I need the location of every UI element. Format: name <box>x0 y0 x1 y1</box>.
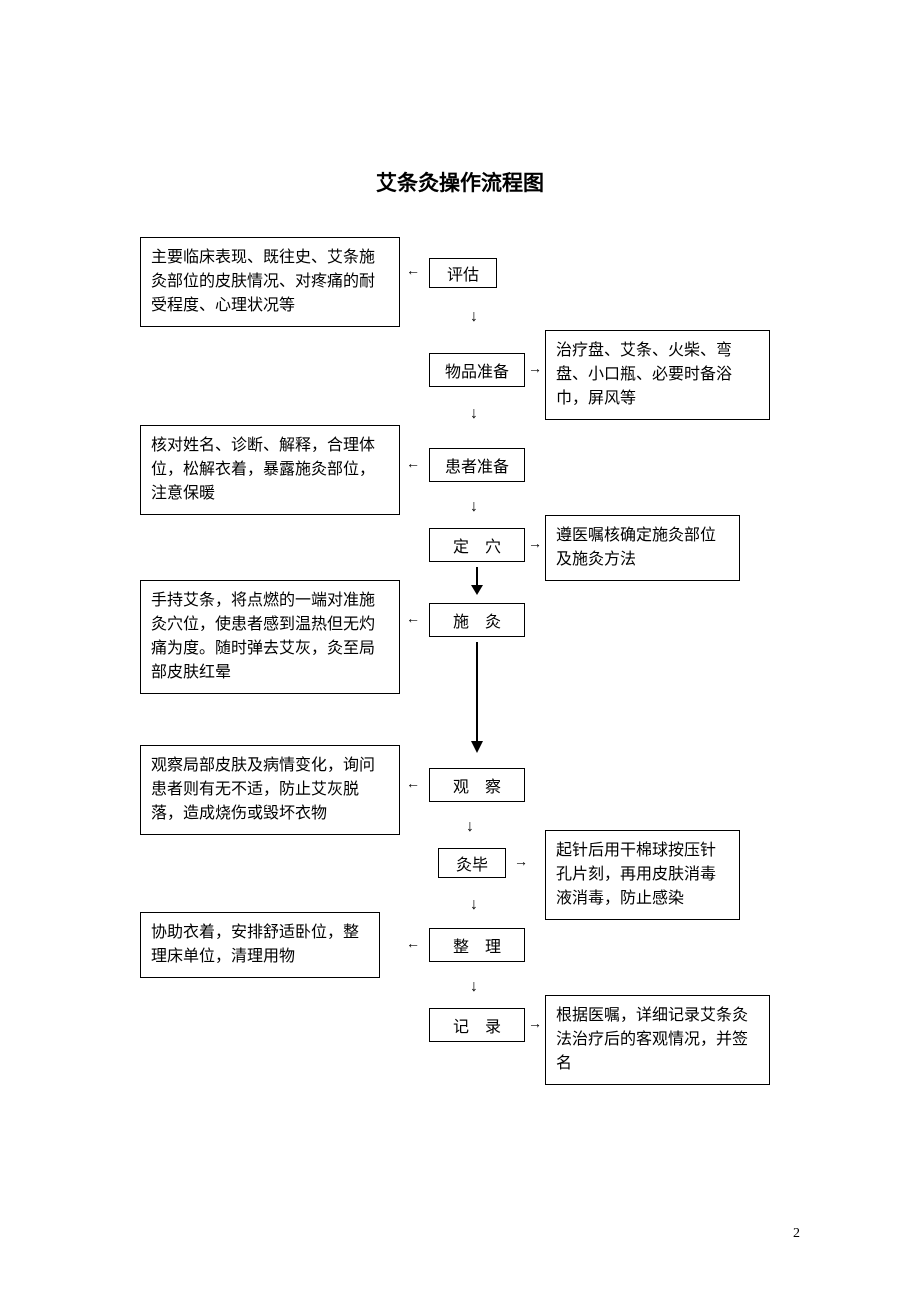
side-arrow-n6-a6: ← <box>406 777 420 793</box>
flow-arrow-n7-n8: ↓ <box>470 896 478 914</box>
flow-arrow-n1-n2: ↓ <box>470 308 478 326</box>
annotation-a8: 协助衣着，安排舒适卧位，整理床单位，清理用物 <box>140 912 380 978</box>
annotation-a9: 根据医嘱，详细记录艾条灸法治疗后的客观情况，并签名 <box>545 995 770 1085</box>
annotation-a3: 核对姓名、诊断、解释，合理体位，松解衣着，暴露施灸部位，注意保暖 <box>140 425 400 515</box>
side-arrow-n3-a3: ← <box>406 457 420 473</box>
annotation-a7: 起针后用干棉球按压针孔片刻，再用皮肤消毒液消毒，防止感染 <box>545 830 740 920</box>
annotation-a1: 主要临床表现、既往史、艾条施灸部位的皮肤情况、对疼痛的耐受程度、心理状况等 <box>140 237 400 327</box>
side-arrow-n5-a5: ← <box>406 612 420 628</box>
side-arrow-n9-a9: → <box>528 1017 542 1033</box>
page-title: 艾条灸操作流程图 <box>0 167 920 197</box>
side-arrow-n1-a1: ← <box>406 264 420 280</box>
flow-arrow-n4-n5 <box>467 565 487 597</box>
flow-node-n6: 观 察 <box>429 768 525 802</box>
annotation-a2: 治疗盘、艾条、火柴、弯盘、小口瓶、必要时备浴巾，屏风等 <box>545 330 770 420</box>
flow-arrow-n3-n4: ↓ <box>470 498 478 516</box>
side-arrow-n4-a4: → <box>528 537 542 553</box>
flow-node-n7: 灸毕 <box>438 848 506 878</box>
flow-arrow-n2-n3: ↓ <box>470 405 478 423</box>
flow-node-n5: 施 灸 <box>429 603 525 637</box>
flow-arrow-n6-n7: ↓ <box>466 818 474 836</box>
flow-node-n3: 患者准备 <box>429 448 525 482</box>
flow-arrow-n5-n6 <box>467 640 487 755</box>
annotation-a6: 观察局部皮肤及病情变化，询问患者则有无不适，防止艾灰脱落，造成烧伤或毁坏衣物 <box>140 745 400 835</box>
flow-arrow-n8-n9: ↓ <box>470 978 478 996</box>
side-arrow-n7-a7: → <box>514 855 528 871</box>
page-number: 2 <box>793 1226 800 1242</box>
flow-node-n8: 整 理 <box>429 928 525 962</box>
flow-node-n9: 记 录 <box>429 1008 525 1042</box>
flow-node-n4: 定 穴 <box>429 528 525 562</box>
annotation-a4: 遵医嘱核确定施灸部位及施灸方法 <box>545 515 740 581</box>
annotation-a5: 手持艾条，将点燃的一端对准施灸穴位，使患者感到温热但无灼痛为度。随时弹去艾灰，灸… <box>140 580 400 694</box>
flow-node-n1: 评估 <box>429 258 497 288</box>
side-arrow-n8-a8: ← <box>406 937 420 953</box>
side-arrow-n2-a2: → <box>528 362 542 378</box>
flow-node-n2: 物品准备 <box>429 353 525 387</box>
